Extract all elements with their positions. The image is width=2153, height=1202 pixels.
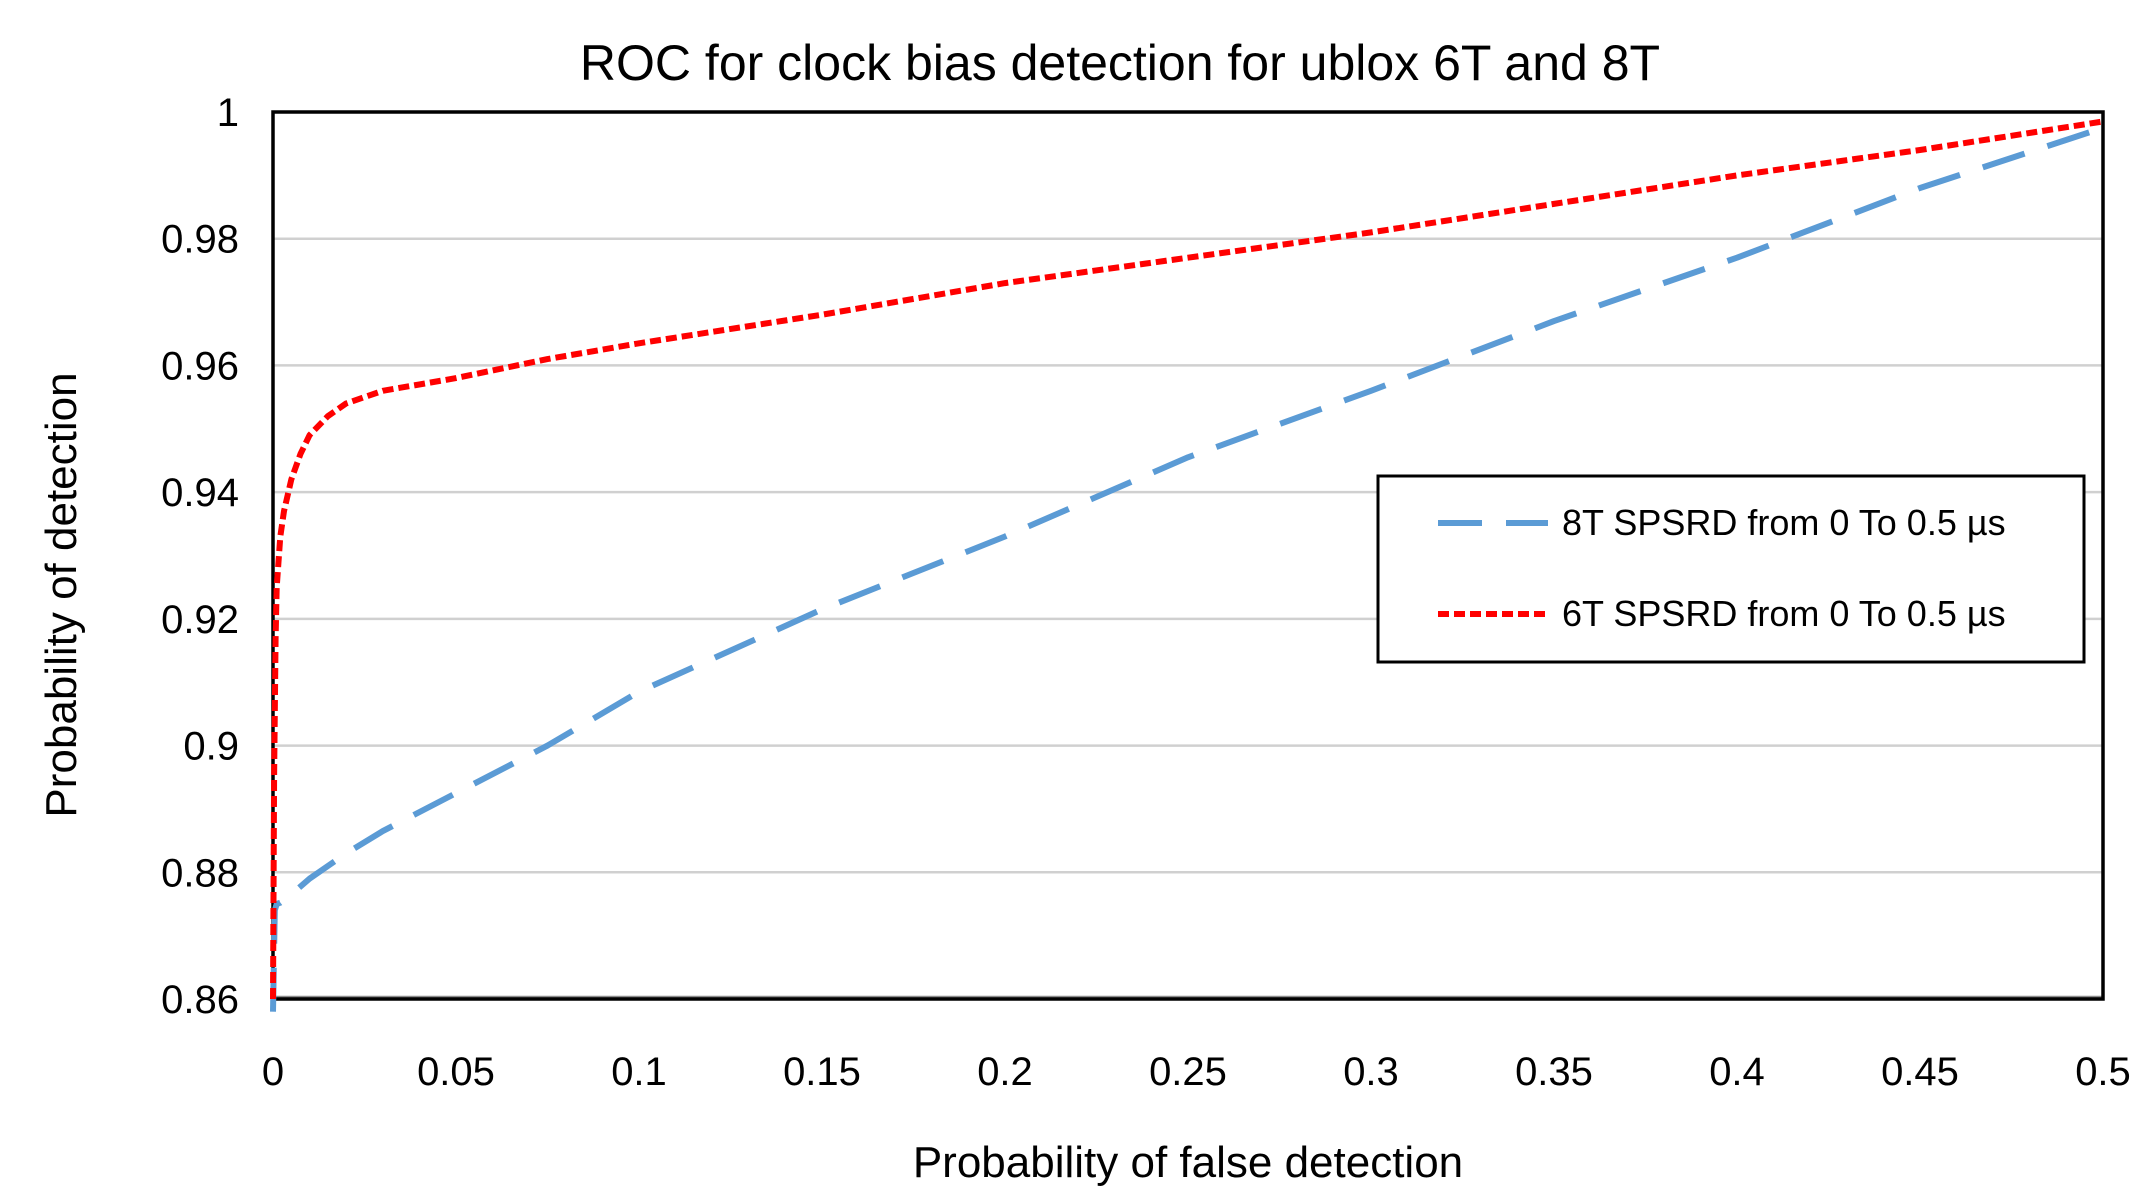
x-tick-label: 0.1	[611, 1050, 667, 1094]
grid-lines	[271, 110, 2103, 1001]
y-tick-label: 1	[217, 91, 239, 135]
series-line-0	[270, 124, 2104, 1012]
x-tick-label: 0.2	[977, 1050, 1033, 1094]
y-axis: 0.86 0.88 0.9 0.92 0.94 0.96 0.98 1	[161, 91, 239, 1022]
legend-label-8t: 8T SPSRD from 0 To 0.5 µs	[1562, 502, 2006, 543]
y-tick-label: 0.96	[161, 344, 239, 388]
y-tick-label: 0.9	[183, 725, 239, 769]
y-axis-title: Probability of detection	[37, 372, 86, 817]
legend-box	[1376, 474, 2086, 664]
x-tick-label: 0.15	[783, 1050, 861, 1094]
series-line-1	[270, 118, 2104, 1000]
x-tick-label: 0.4	[1709, 1050, 1765, 1094]
y-tick-label: 0.94	[161, 471, 239, 515]
x-axis: 0 0.05 0.1 0.15 0.2 0.25 0.3 0.35 0.4 0.45 0.5	[262, 1050, 2131, 1094]
x-tick-label: 0	[262, 1050, 284, 1094]
x-axis-title: Probability of false detection	[913, 1138, 1463, 1187]
x-tick-label: 0.45	[1881, 1050, 1959, 1094]
x-tick-label: 0.5	[2075, 1050, 2131, 1094]
x-tick-label: 0.25	[1149, 1050, 1227, 1094]
y-tick-label: 0.92	[161, 598, 239, 642]
legend-label-6t: 6T SPSRD from 0 To 0.5 µs	[1562, 593, 2006, 634]
y-tick-label: 0.86	[161, 978, 239, 1022]
x-tick-label: 0.35	[1515, 1050, 1593, 1094]
series-lines	[270, 118, 2104, 1012]
y-tick-label: 0.98	[161, 218, 239, 262]
chart-title: ROC for clock bias detection for ublox 6…	[580, 35, 1660, 91]
x-tick-label: 0.05	[417, 1050, 495, 1094]
legend: 8T SPSRD from 0 To 0.5 µs 6T SPSRD from …	[1376, 474, 2086, 664]
x-tick-label: 0.3	[1343, 1050, 1399, 1094]
plot-frame	[271, 110, 2105, 1001]
y-tick-label: 0.88	[161, 851, 239, 895]
